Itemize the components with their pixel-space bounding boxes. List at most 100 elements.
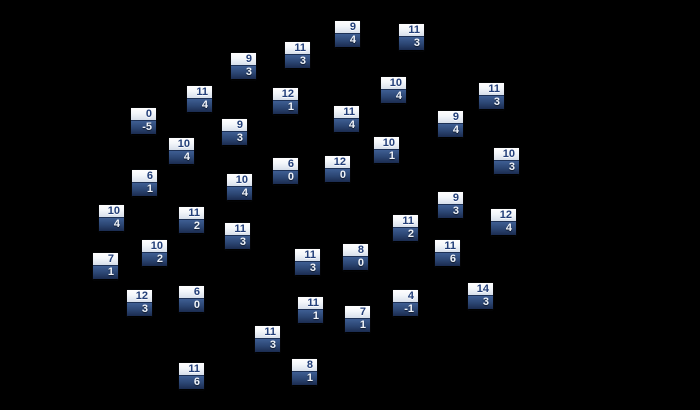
tile-top-value: 11 — [435, 240, 460, 253]
tile-bottom-value: 4 — [491, 222, 516, 235]
tile-top-value: 14 — [468, 283, 493, 296]
tile-top-value: 9 — [222, 119, 247, 132]
number-tile[interactable]: 10 4 — [227, 174, 252, 201]
tile-bottom-value: 1 — [273, 101, 298, 114]
number-tile[interactable]: 12 3 — [127, 290, 152, 317]
tile-top-value: 10 — [142, 240, 167, 253]
tile-bottom-value: 1 — [298, 310, 323, 323]
tile-bottom-value: 3 — [479, 96, 504, 109]
tile-top-value: 8 — [292, 359, 317, 372]
number-tile[interactable]: 12 1 — [273, 88, 298, 115]
tile-top-value: 11 — [334, 106, 359, 119]
tile-bottom-value: 3 — [295, 262, 320, 275]
number-tile[interactable]: 10 4 — [169, 138, 194, 165]
number-tile[interactable]: 11 3 — [479, 83, 504, 110]
tile-top-value: 12 — [127, 290, 152, 303]
tile-top-value: 7 — [93, 253, 118, 266]
tile-bottom-value: 3 — [222, 132, 247, 145]
tile-top-value: 10 — [374, 137, 399, 150]
tile-bottom-value: 0 — [325, 169, 350, 182]
tile-bottom-value: 3 — [231, 66, 256, 79]
tile-top-value: 6 — [179, 286, 204, 299]
tile-bottom-value: 4 — [438, 124, 463, 137]
number-tile[interactable]: 12 4 — [491, 209, 516, 236]
number-tile[interactable]: 11 6 — [179, 363, 204, 390]
tile-bottom-value: 3 — [255, 339, 280, 352]
number-tile[interactable]: 10 3 — [494, 148, 519, 175]
number-tile[interactable]: 10 4 — [381, 77, 406, 104]
tile-bottom-value: 1 — [374, 150, 399, 163]
tile-top-value: 4 — [393, 290, 418, 303]
tile-bottom-value: 1 — [292, 372, 317, 385]
tile-top-value: 11 — [255, 326, 280, 339]
tile-bottom-value: 3 — [285, 55, 310, 68]
tile-top-value: 10 — [381, 77, 406, 90]
tile-top-value: 11 — [393, 215, 418, 228]
tile-top-value: 12 — [273, 88, 298, 101]
tile-bottom-value: 4 — [187, 99, 212, 112]
tile-top-value: 12 — [325, 156, 350, 169]
tile-bottom-value: 0 — [343, 257, 368, 270]
tile-bottom-value: 3 — [399, 37, 424, 50]
number-tile[interactable]: 10 2 — [142, 240, 167, 267]
number-tile[interactable]: 11 1 — [298, 297, 323, 324]
number-tile[interactable]: 11 3 — [255, 326, 280, 353]
number-tile[interactable]: 11 3 — [225, 223, 250, 250]
tile-top-value: 12 — [491, 209, 516, 222]
tile-top-value: 11 — [179, 363, 204, 376]
tile-top-value: 10 — [494, 148, 519, 161]
number-tile[interactable]: 11 3 — [295, 249, 320, 276]
number-tile[interactable]: 4 -1 — [393, 290, 418, 317]
number-tile[interactable]: 11 4 — [187, 86, 212, 113]
number-tile[interactable]: 10 1 — [374, 137, 399, 164]
number-tile[interactable]: 11 4 — [334, 106, 359, 133]
number-tile[interactable]: 0 -5 — [131, 108, 156, 135]
tile-bottom-value: -5 — [131, 121, 156, 134]
tile-bottom-value: 1 — [93, 266, 118, 279]
number-tile[interactable]: 11 2 — [393, 215, 418, 242]
number-tile[interactable]: 11 2 — [179, 207, 204, 234]
tile-top-value: 9 — [438, 111, 463, 124]
tile-top-value: 10 — [227, 174, 252, 187]
number-tile[interactable]: 11 6 — [435, 240, 460, 267]
tile-top-value: 0 — [131, 108, 156, 121]
tile-top-value: 11 — [399, 24, 424, 37]
tile-top-value: 11 — [479, 83, 504, 96]
number-tile[interactable]: 11 3 — [399, 24, 424, 51]
tile-bottom-value: 2 — [142, 253, 167, 266]
number-tile[interactable]: 12 0 — [325, 156, 350, 183]
tile-top-value: 9 — [231, 53, 256, 66]
number-tile[interactable]: 11 3 — [285, 42, 310, 69]
tile-top-value: 11 — [295, 249, 320, 262]
tile-bottom-value: 4 — [335, 34, 360, 47]
tile-bottom-value: 4 — [381, 90, 406, 103]
tile-bottom-value: -1 — [393, 303, 418, 316]
tile-bottom-value: 1 — [132, 183, 157, 196]
tile-top-value: 9 — [438, 192, 463, 205]
number-tile[interactable]: 10 4 — [99, 205, 124, 232]
tile-bottom-value: 3 — [494, 161, 519, 174]
tile-top-value: 11 — [298, 297, 323, 310]
tile-top-value: 9 — [335, 21, 360, 34]
number-tile[interactable]: 14 3 — [468, 283, 493, 310]
tile-bottom-value: 6 — [435, 253, 460, 266]
tile-top-value: 11 — [285, 42, 310, 55]
tile-top-value: 10 — [99, 205, 124, 218]
tile-top-value: 11 — [225, 223, 250, 236]
tile-bottom-value: 4 — [334, 119, 359, 132]
tile-bottom-value: 2 — [393, 228, 418, 241]
tile-top-value: 11 — [187, 86, 212, 99]
